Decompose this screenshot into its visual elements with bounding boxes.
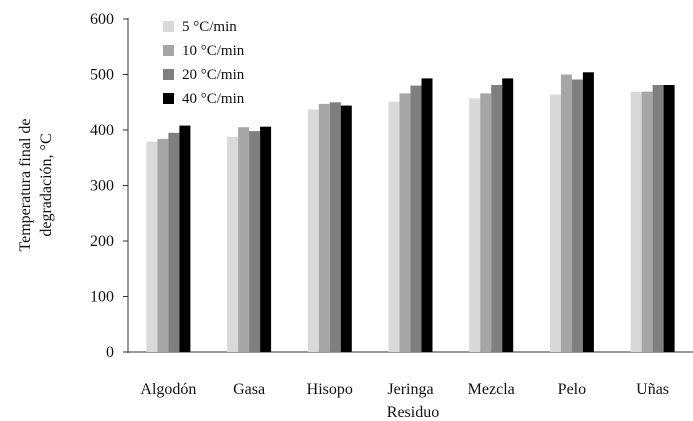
bar bbox=[421, 78, 433, 353]
x-tick-label: Gasa bbox=[233, 381, 265, 398]
bar bbox=[249, 131, 261, 352]
y-tick-label: 0 bbox=[106, 344, 114, 361]
legend-label: 5 °C/min bbox=[182, 19, 237, 35]
x-axis-title: Residuo bbox=[387, 404, 439, 421]
x-tick-label: Algodón bbox=[140, 381, 196, 398]
bar bbox=[168, 132, 180, 352]
x-tick-label: Mezcla bbox=[468, 381, 515, 398]
bar bbox=[340, 105, 352, 352]
bar bbox=[502, 78, 514, 353]
bar-series bbox=[146, 72, 675, 353]
y-axis-title-line-1: Temperatura final de bbox=[17, 118, 34, 251]
x-tick-label: Pelo bbox=[558, 381, 586, 398]
legend-swatch bbox=[163, 21, 174, 32]
y-tick-label: 400 bbox=[90, 122, 114, 139]
legend-swatch bbox=[163, 93, 174, 104]
bar bbox=[469, 98, 481, 353]
y-axis-tick-labels: 0 100 200 300 400 500 600 bbox=[90, 11, 114, 361]
y-tick-label: 300 bbox=[90, 178, 114, 195]
bar bbox=[549, 94, 561, 352]
x-tick-label: Uñas bbox=[636, 381, 669, 398]
bar bbox=[238, 127, 250, 352]
bar bbox=[307, 109, 319, 352]
legend-swatch bbox=[163, 69, 174, 80]
x-tick-label: Hisopo bbox=[307, 381, 353, 398]
bar bbox=[641, 91, 653, 352]
bar bbox=[227, 136, 239, 352]
bar bbox=[329, 102, 341, 353]
bar bbox=[571, 79, 583, 352]
legend-label: 40 °C/min bbox=[182, 91, 245, 107]
bar bbox=[399, 93, 411, 353]
bar bbox=[560, 74, 572, 352]
legend: 5 °C/min 10 °C/min 20 °C/min 40 °C/min bbox=[163, 19, 245, 107]
x-axis-tick-labels: Algodón Gasa Hisopo Jeringa Mezcla Pelo Uñas bbox=[140, 381, 669, 398]
y-tick-label: 200 bbox=[90, 233, 114, 250]
legend-label: 10 °C/min bbox=[182, 43, 245, 59]
legend-swatch bbox=[163, 45, 174, 56]
y-axis-ticks bbox=[123, 18, 128, 353]
bar bbox=[318, 103, 330, 353]
bar bbox=[491, 85, 503, 352]
y-tick-label: 100 bbox=[90, 289, 114, 306]
legend-label: 20 °C/min bbox=[182, 67, 245, 83]
bar bbox=[260, 126, 272, 352]
y-tick-label: 500 bbox=[90, 67, 114, 84]
bar bbox=[663, 85, 675, 352]
bar bbox=[582, 72, 594, 353]
x-tick-label: Jeringa bbox=[387, 381, 433, 398]
bar bbox=[157, 138, 169, 352]
bar bbox=[388, 101, 400, 352]
y-tick-label: 600 bbox=[90, 11, 114, 28]
y-axis-title-line-2: degradación, °C bbox=[38, 133, 55, 236]
bar bbox=[146, 141, 158, 352]
bar bbox=[630, 91, 642, 352]
bar bbox=[480, 93, 492, 353]
bar bbox=[410, 85, 422, 352]
bar bbox=[179, 125, 191, 352]
bar bbox=[652, 85, 664, 352]
